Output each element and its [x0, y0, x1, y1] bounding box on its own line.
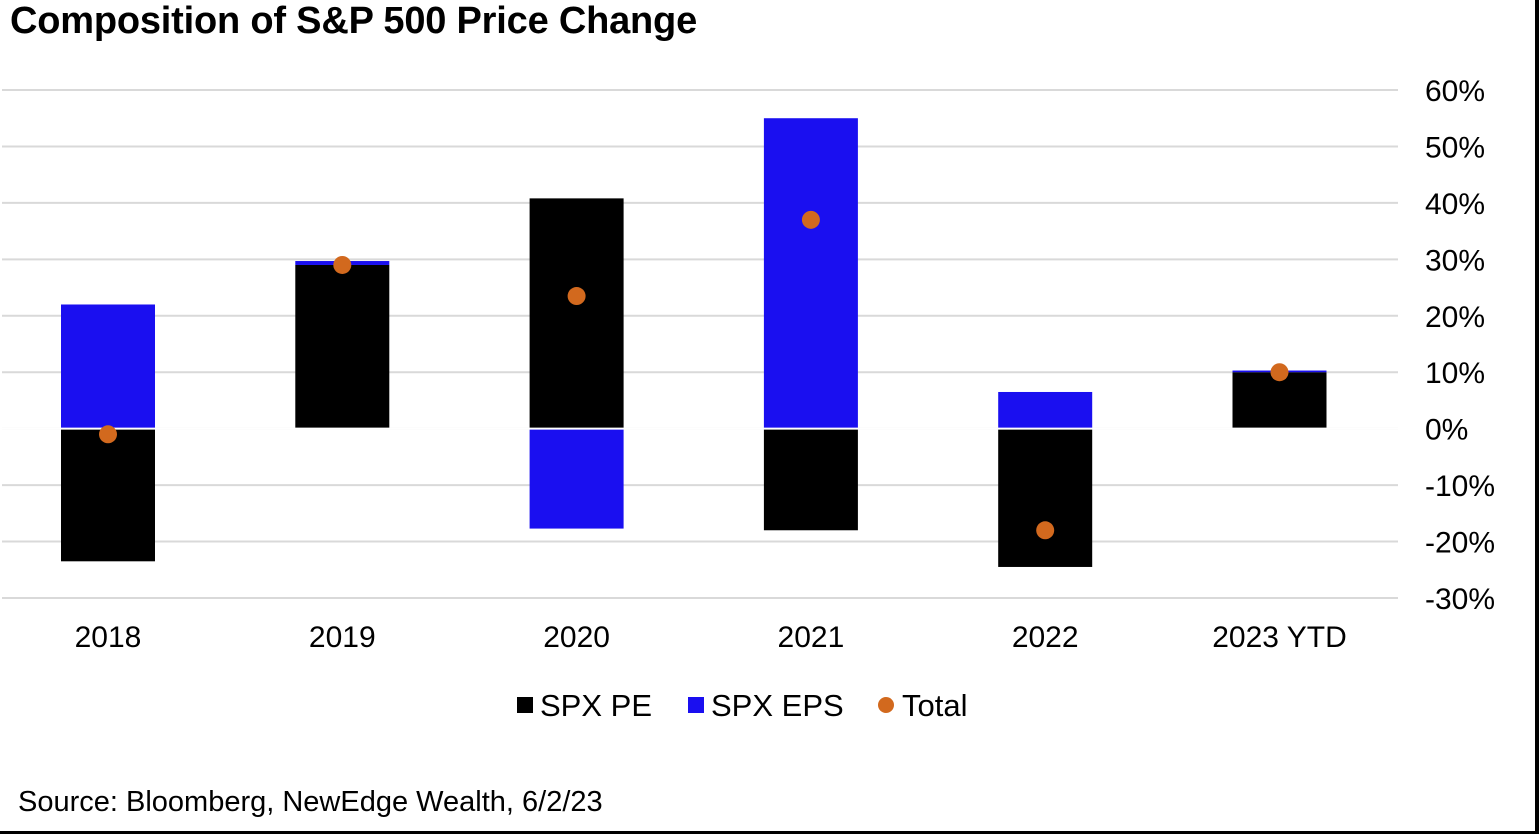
- gridlines: [2, 89, 1398, 599]
- y-tick-label: 20%: [1425, 301, 1485, 334]
- x-tick-label: 2021: [778, 621, 845, 654]
- y-tick-label: 40%: [1425, 188, 1485, 221]
- frame-bottom-edge: [0, 831, 1539, 834]
- marker-total: [1270, 363, 1289, 382]
- bar-spx-eps: [763, 118, 858, 429]
- legend-marker-total: [878, 697, 894, 713]
- y-axis-ticks: -30% -20% -10% 0% 10% 20% 30% 40% 50% 60%: [1425, 75, 1495, 616]
- bar-spx-pe: [529, 198, 624, 429]
- bar-spx-eps: [529, 428, 624, 529]
- legend-swatch-spx-pe: [517, 697, 533, 713]
- x-tick-label: 2018: [75, 621, 142, 654]
- x-tick-label: 2022: [1012, 621, 1079, 654]
- bar-spx-eps: [998, 391, 1093, 429]
- legend-swatch-spx-eps: [688, 697, 704, 713]
- y-tick-label: 0%: [1425, 414, 1468, 447]
- marker-total: [333, 255, 352, 274]
- y-tick-label: -30%: [1425, 583, 1495, 616]
- bar-spx-pe: [998, 428, 1093, 567]
- y-tick-label: 50%: [1425, 131, 1485, 164]
- bar-spx-pe: [763, 428, 858, 531]
- x-tick-label: 2023 YTD: [1212, 621, 1347, 654]
- marker-total: [567, 287, 586, 306]
- y-tick-label: 60%: [1425, 75, 1485, 108]
- x-axis-ticks: 2018 2019 2020 2021 2022 2023 YTD: [75, 621, 1347, 654]
- legend-label-spx-eps: SPX EPS: [711, 688, 844, 723]
- bars: [2, 118, 1398, 567]
- marker-total: [99, 425, 117, 444]
- y-tick-label: 10%: [1425, 357, 1485, 390]
- bar-spx-pe: [1232, 372, 1327, 429]
- bar-spx-pe: [295, 264, 390, 429]
- bar-spx-eps: [61, 304, 155, 429]
- legend-label-spx-pe: SPX PE: [540, 688, 652, 723]
- y-tick-label: -20%: [1425, 527, 1495, 560]
- y-tick-label: 30%: [1425, 244, 1485, 277]
- marker-total: [1036, 521, 1055, 540]
- chart-title: Composition of S&P 500 Price Change: [10, 0, 698, 42]
- legend-label-total: Total: [902, 688, 967, 723]
- x-tick-label: 2019: [309, 621, 376, 654]
- x-tick-label: 2020: [543, 621, 610, 654]
- marker-total: [801, 210, 820, 229]
- total-markers: [99, 210, 1289, 540]
- y-tick-label: -10%: [1425, 470, 1495, 503]
- bar-spx-pe: [61, 428, 155, 562]
- frame-right-edge: [1535, 0, 1539, 834]
- legend: SPX PE SPX EPS Total: [517, 688, 967, 723]
- source-note: Source: Bloomberg, NewEdge Wealth, 6/2/2…: [18, 786, 603, 818]
